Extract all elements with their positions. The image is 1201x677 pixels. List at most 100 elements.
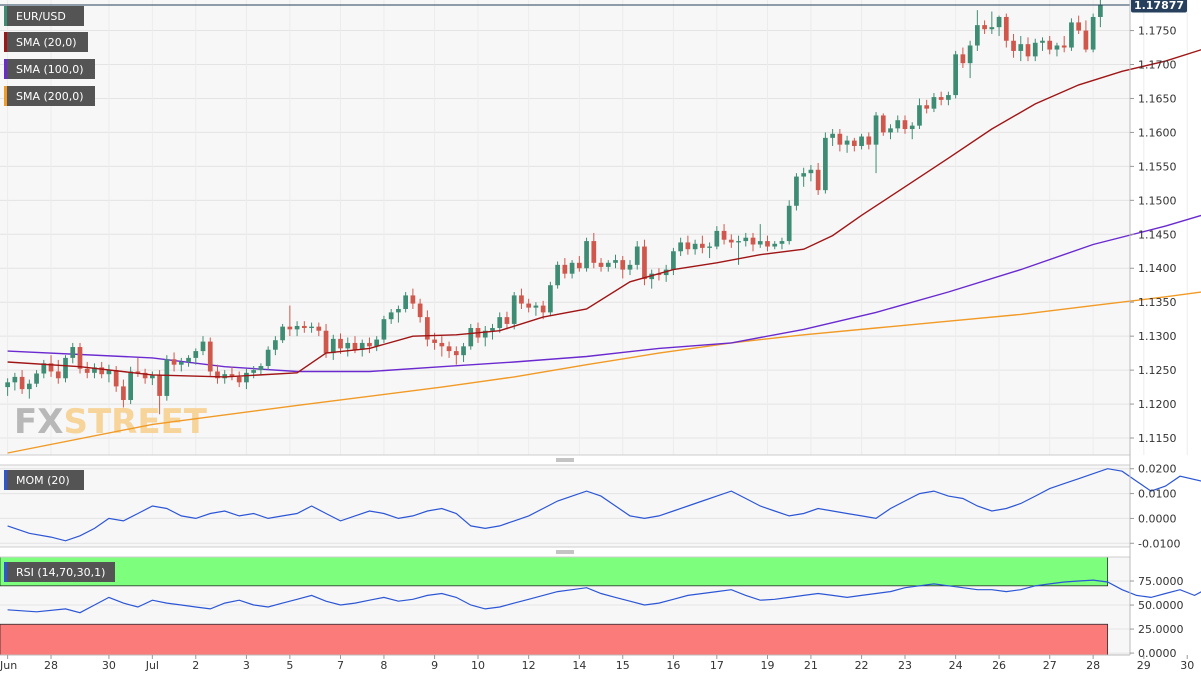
candle-body [613, 260, 618, 263]
candle-body [178, 361, 184, 365]
candle-body [642, 246, 647, 280]
candle [555, 261, 560, 289]
candle-body [497, 317, 503, 329]
candle-body [736, 241, 741, 243]
candle-body [591, 241, 597, 263]
price-panel-background [0, 0, 1130, 455]
rsi-tick-label: 0.0000 [1138, 647, 1177, 660]
candle [815, 162, 821, 195]
candle [844, 135, 850, 153]
candle [403, 292, 408, 313]
candle [70, 342, 76, 364]
candle-body [171, 359, 177, 365]
candle-body [728, 239, 734, 243]
candle [468, 323, 474, 350]
candle [750, 232, 756, 252]
panel-splitter-2[interactable] [0, 546, 1130, 558]
candle-body [396, 308, 401, 313]
rsi-tick-label: 50.0000 [1138, 599, 1184, 612]
candle [150, 371, 155, 386]
legend-sma-100[interactable]: SMA (100,0) [4, 59, 95, 79]
candle-body [113, 370, 119, 387]
candle-body [931, 97, 937, 109]
candle [576, 256, 582, 272]
candle-body [721, 230, 727, 240]
momentum-tick-label: 0.0000 [1138, 512, 1177, 525]
candle-body [1032, 42, 1038, 57]
candle [55, 359, 61, 384]
candle-body [794, 176, 799, 206]
candle [511, 292, 517, 330]
candle [859, 133, 864, 150]
time-tick-label: 22 [855, 659, 869, 672]
candle-body [1054, 45, 1060, 50]
candle [1003, 13, 1009, 48]
time-tick-label: 15 [616, 659, 630, 672]
candle-body [244, 372, 249, 383]
candle [888, 124, 893, 140]
candle-body [1047, 40, 1053, 50]
legend-sma-200[interactable]: SMA (200,0) [4, 86, 95, 106]
candle-body [1090, 16, 1096, 50]
candle [193, 348, 199, 365]
candle [207, 337, 213, 377]
candle-body [1018, 44, 1024, 51]
candle-body [526, 303, 532, 308]
candle [540, 300, 546, 320]
candle [439, 336, 445, 357]
candle-body [873, 115, 879, 145]
candle [244, 368, 249, 390]
price-tick-label: 1.1400 [1138, 262, 1177, 275]
candle [562, 258, 568, 279]
legend-eurusd[interactable]: EUR/USD [4, 6, 84, 26]
legend-sma-20[interactable]: SMA (20,0) [4, 32, 88, 52]
candle-body [815, 169, 821, 191]
candle [287, 305, 293, 337]
candle [605, 260, 611, 272]
candle-body [200, 341, 206, 352]
momentum-line [7, 468, 1201, 542]
candle-body [490, 328, 495, 331]
candle-body [92, 367, 97, 373]
legend-momentum[interactable]: MOM (20) [4, 470, 84, 490]
candle [99, 361, 105, 379]
candle [236, 371, 242, 388]
candle [634, 241, 640, 270]
candle-body [1076, 22, 1082, 31]
candle-body [946, 95, 951, 100]
candle [164, 355, 170, 401]
candle [931, 93, 937, 113]
time-tick-label: 5 [286, 659, 293, 672]
candle [388, 308, 394, 324]
candle-body [605, 262, 611, 267]
candle-body [996, 16, 1002, 28]
candle-body [207, 341, 213, 372]
candle [743, 232, 749, 247]
candle [417, 298, 423, 323]
candle [757, 224, 763, 248]
fxstreet-watermark: FXSTREET [14, 402, 208, 442]
candle [396, 305, 401, 323]
candle-body [142, 372, 148, 379]
candle [613, 254, 618, 269]
candle-body [1040, 40, 1045, 43]
candle-body [482, 330, 488, 338]
time-tick-label: Jul [145, 659, 159, 672]
candle [142, 368, 148, 384]
panel-splitter-1[interactable] [0, 454, 1130, 466]
candle [5, 378, 10, 396]
legend-rsi[interactable]: RSI (14,70,30,1) [4, 562, 115, 582]
candle-body [707, 246, 712, 248]
candle-body [106, 370, 112, 375]
candle [1040, 37, 1045, 51]
candle [410, 288, 416, 309]
candle [316, 322, 322, 337]
candle [765, 235, 770, 252]
candle-body [786, 205, 792, 242]
rsi-tick-label: 25.0000 [1138, 623, 1184, 636]
candle-body [236, 376, 242, 383]
candle [280, 323, 285, 343]
candle [620, 256, 626, 279]
price-tick-label: 1.1200 [1138, 398, 1177, 411]
